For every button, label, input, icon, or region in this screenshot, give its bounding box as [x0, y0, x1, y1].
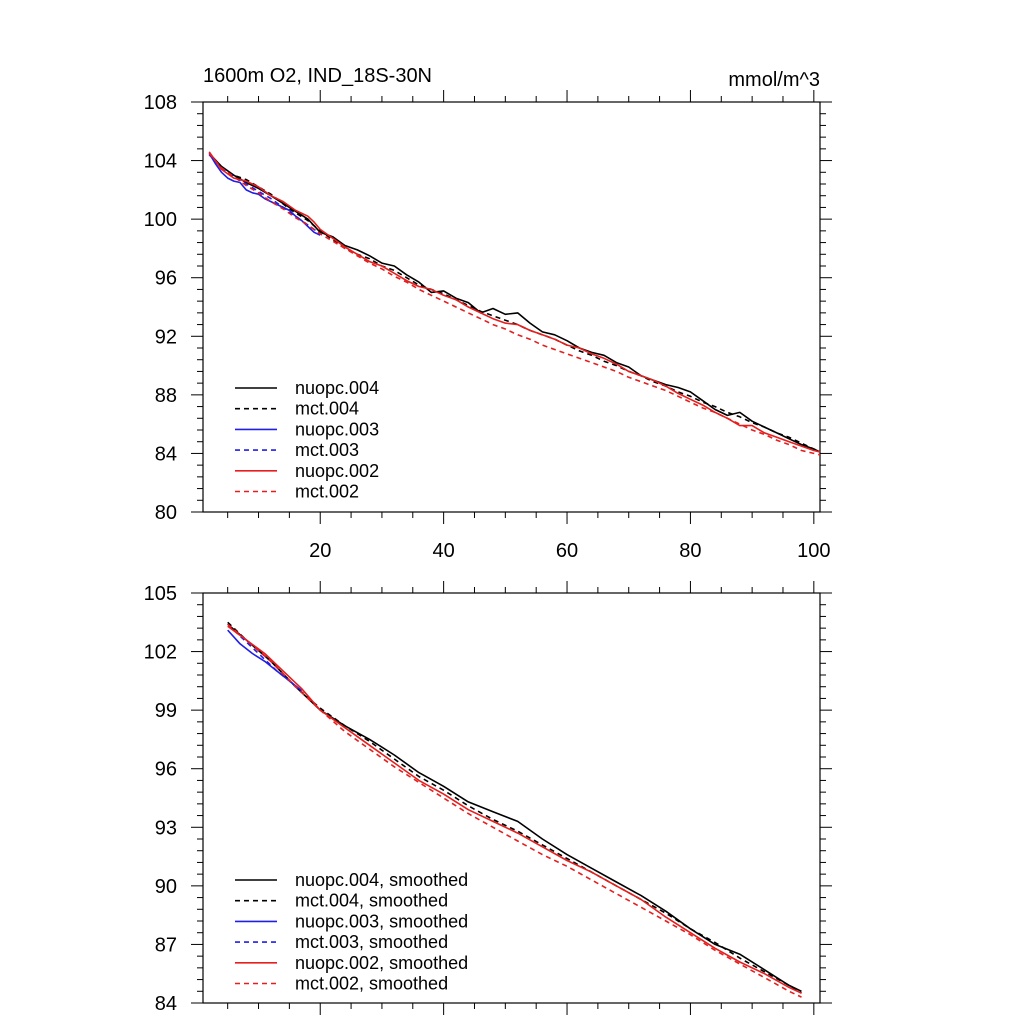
legend-label: nuopc.003, smoothed [295, 911, 468, 931]
legend-label: mct.003, smoothed [295, 932, 448, 952]
legend-label: mct.004, smoothed [295, 891, 448, 911]
y-tick-label: 96 [155, 268, 177, 290]
legend-label: nuopc.002, smoothed [295, 953, 468, 973]
y-tick-label: 90 [155, 876, 177, 898]
y-tick-label: 102 [144, 642, 177, 664]
y-tick-label: 100 [144, 209, 177, 231]
legend-label: mct.002 [295, 482, 359, 502]
series-line-mct-002 [208, 152, 821, 456]
top-panel-units: mmol/m^3 [728, 69, 820, 91]
x-tick-label: 40 [433, 540, 455, 562]
y-tick-label: 93 [155, 817, 177, 839]
legend-label: nuopc.002 [295, 461, 379, 481]
legend-label: mct.002, smoothed [295, 974, 448, 994]
plot-frame [202, 592, 821, 1004]
legend-label: nuopc.004, smoothed [295, 870, 468, 890]
y-tick-label: 99 [155, 700, 177, 722]
y-tick-label: 96 [155, 759, 177, 781]
legend-label: mct.003 [295, 440, 359, 460]
x-tick-label: 20 [309, 540, 331, 562]
top-panel: 1600m O2, IND_18S-30N mmol/m^3 80 84 88 92 9… [144, 65, 832, 562]
series-line-nuopc-003 [208, 152, 321, 236]
series-line-nuopc-002-smoothed [227, 625, 802, 994]
y-tick-label: 104 [144, 151, 177, 173]
y-tick-label: 80 [155, 502, 177, 524]
plot-frame [202, 101, 821, 513]
legend-label: nuopc.003 [295, 419, 379, 439]
x-tick-label: 60 [556, 540, 578, 562]
y-tick-label: 108 [144, 92, 177, 114]
series-line-mct-004-smoothed [227, 621, 802, 994]
top-panel-title: 1600m O2, IND_18S-30N [203, 65, 432, 87]
y-tick-label: 92 [155, 326, 177, 348]
y-tick-label: 87 [155, 934, 177, 956]
legend-label: nuopc.004 [295, 378, 379, 398]
y-tick-label: 105 [144, 583, 177, 605]
y-tick-label: 84 [155, 993, 177, 1015]
x-tick-label: 100 [797, 540, 830, 562]
y-tick-label: 88 [155, 385, 177, 407]
legend-label: mct.004 [295, 399, 359, 419]
x-tick-label: 80 [679, 540, 701, 562]
series-line-mct-002-smoothed [227, 623, 802, 998]
y-tick-label: 84 [155, 443, 177, 465]
